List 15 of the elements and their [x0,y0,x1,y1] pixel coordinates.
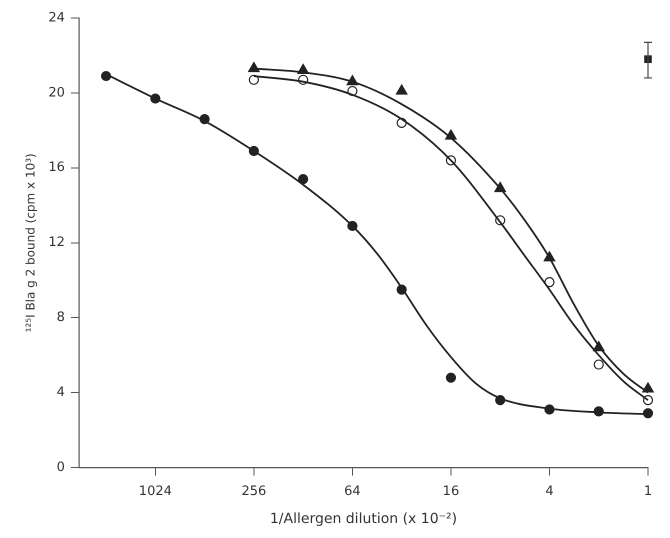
y-tick-label: 24 [48,10,65,26]
x-tick-label: 256 [241,484,266,499]
y-tick-label: 12 [48,235,65,250]
y-tick-label: 4 [56,385,65,400]
y-axis-title: ¹²⁵I Bla g 2 bound (cpm x 10³) [23,153,38,332]
x-tick-label: 4 [545,484,554,499]
x-tick-label: 1024 [138,484,172,499]
x-axis-title: 1/Allergen dilution (x 10⁻²) [270,511,458,528]
x-tick-label: 1 [644,484,652,499]
y-tick-label: 20 [48,85,65,100]
x-tick-label: 16 [442,484,460,499]
y-tick-label: 16 [48,160,65,176]
y-tick-label: 8 [56,310,65,326]
y-tick-label: 0 [56,460,65,475]
x-tick-label: 64 [344,484,361,499]
